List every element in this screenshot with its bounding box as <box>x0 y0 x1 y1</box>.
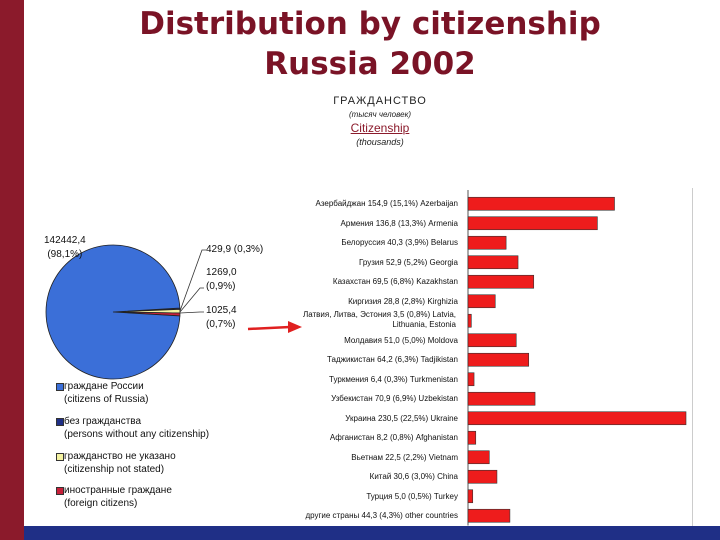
bar-10 <box>467 391 536 406</box>
bar-category-label-4: Казахстан 69,5 (6,8%) Kazakhstan <box>332 277 458 286</box>
bar-3 <box>467 255 519 270</box>
legend-swatch-no-citizenship <box>56 418 64 426</box>
bar-category-label-12: Афганистан 8,2 (0,8%) Afghanistan <box>329 433 458 442</box>
legend-foreign-en: (foreign citizens) <box>64 498 138 509</box>
bar-5 <box>467 294 496 309</box>
pie-leader-line-2 <box>179 287 204 313</box>
title-line-1: Distribution by citizenship <box>139 6 601 42</box>
pie-label-not-stated-value: 1269,0 <box>206 267 237 278</box>
bar-category-label-13: Вьетнам 22,5 (2,2%) Vietnam <box>351 452 458 462</box>
pie-label-not-stated-pct: (0,9%) <box>206 281 236 292</box>
bar-1 <box>467 216 598 231</box>
bar-9 <box>467 372 475 387</box>
title-line-2: Russia 2002 <box>264 46 476 82</box>
bar-chart <box>467 190 687 526</box>
pie-label-foreign-value: 1025,4 <box>206 305 237 316</box>
legend-russia-ru: граждане России <box>64 381 144 392</box>
bar-category-label-2: Белоруссия 40,3 (3,9%) Belarus <box>341 238 458 247</box>
legend-item-russia: граждане России (citizens of Russia) <box>64 380 148 406</box>
bar-category-label-9: Туркмения 6,4 (0,3%) Turkmenistan <box>329 374 458 384</box>
legend-swatch-not-stated <box>56 453 64 461</box>
bar-category-label-6: Латвия, Литва, Эстония 3,5 (0,8%) Latvia… <box>302 310 456 329</box>
subtitle-en: Citizenship <box>350 121 410 135</box>
bar-6 <box>467 313 472 328</box>
subtitle-en-units: (thousands) <box>356 137 404 147</box>
chart-area: 142442,4 (98,1%) 429,9 (0,3%) 1269,0 (0,… <box>28 188 693 526</box>
legend-swatch-russia <box>56 383 64 391</box>
bar-8 <box>467 352 530 367</box>
legend-not-stated-en: (citizenship not stated) <box>64 464 165 475</box>
bar-14 <box>467 469 498 484</box>
bar-category-label-5: Киргизия 28,8 (2,8%) Kirghizia <box>348 296 458 306</box>
pie-chart <box>45 244 206 380</box>
bar-category-label-16: другие страны 44,3 (4,3%) other countrie… <box>305 511 458 520</box>
legend-item-foreign: иностранные граждане (foreign citizens) <box>64 484 172 510</box>
arrow-icon <box>247 321 302 333</box>
pie-leader-line-3 <box>179 311 204 314</box>
pie-label-russia-value: 142442,4 <box>44 235 86 246</box>
bar-11 <box>467 411 687 426</box>
bar-4 <box>467 274 535 289</box>
bar-category-label-3: Грузия 52,9 (5,2%) Georgia <box>359 257 458 267</box>
pie-slice-0 <box>45 244 181 380</box>
slide-title: Distribution by citizenship Russia 2002 <box>40 4 700 84</box>
bar-16 <box>467 508 511 523</box>
bar-13 <box>467 450 490 465</box>
legend-swatch-foreign <box>56 487 64 495</box>
pie-label-russia: 142442,4 (98,1%) <box>44 234 86 262</box>
left-accent-bar <box>0 0 24 540</box>
bar-category-label-10: Узбекистан 70,9 (6,9%) Uzbekistan <box>331 394 458 403</box>
pie-label-foreign: 1025,4 (0,7%) <box>206 304 237 332</box>
bar-category-label-11: Украина 230,5 (22,5%) Ukraine <box>345 413 458 423</box>
legend-item-not-stated: гражданство не указано (citizenship not … <box>64 450 176 476</box>
pie-label-russia-pct: (98,1%) <box>47 249 83 260</box>
bar-15 <box>467 489 474 504</box>
bar-category-label-14: Китай 30,6 (3,0%) China <box>369 472 458 481</box>
bar-category-label-7: Молдавия 51,0 (5,0%) Moldova <box>344 335 458 345</box>
bar-category-label-0: Азербайджан 154,9 (15,1%) Azerbaijan <box>315 199 458 208</box>
pie-label-not-stated: 1269,0 (0,9%) <box>206 266 237 294</box>
bar-category-label-8: Таджикистан 64,2 (6,3%) Tadjikistan <box>326 355 458 364</box>
bar-0 <box>467 196 615 211</box>
legend-item-no-citizenship: без гражданства (persons without any cit… <box>64 415 209 441</box>
bar-12 <box>467 430 477 445</box>
bar-category-label-1: Армения 136,8 (13,3%) Armenia <box>340 218 458 228</box>
bar-7 <box>467 333 517 348</box>
bar-2 <box>467 235 507 250</box>
pie-label-no-citizenship: 429,9 (0,3%) <box>206 244 264 255</box>
subtitle-ru: ГРАЖДАНСТВО <box>333 95 427 107</box>
bar-category-label-15: Турция 5,0 (0,5%) Turkey <box>366 491 458 501</box>
legend-russia-en: (citizens of Russia) <box>64 394 149 405</box>
pie-label-foreign-pct: (0,7%) <box>206 319 236 330</box>
subtitle-ru-units: (тысяч человек) <box>348 110 412 119</box>
legend-no-citizenship-ru: без гражданства <box>64 416 142 427</box>
legend-no-citizenship-en: (persons without any citizenship) <box>64 429 210 440</box>
pie-leader-line-1 <box>179 249 206 312</box>
legend-not-stated-ru: гражданство не указано <box>64 451 176 462</box>
bottom-accent-bar <box>24 526 720 540</box>
legend-foreign-ru: иностранные граждане <box>64 485 172 496</box>
